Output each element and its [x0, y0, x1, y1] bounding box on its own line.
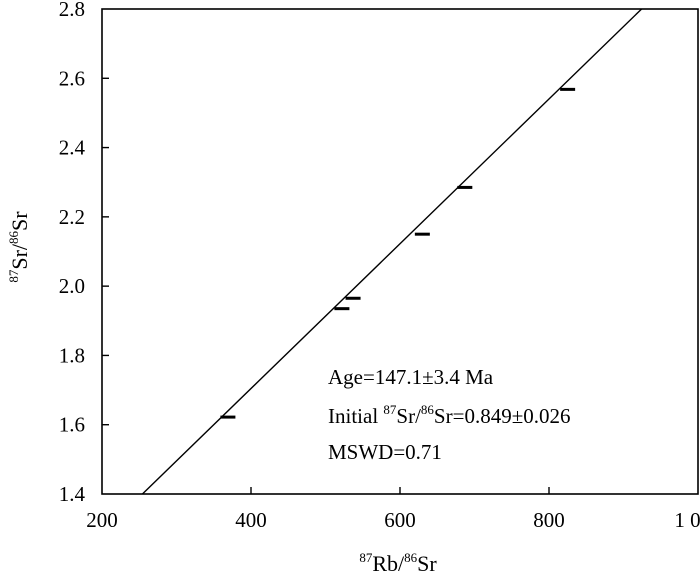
- data-point: [414, 232, 430, 236]
- y-tick-label: 2.0: [59, 274, 85, 298]
- y-tick-label: 2.8: [59, 0, 85, 21]
- data-point: [220, 415, 236, 419]
- data-point: [457, 185, 473, 189]
- y-tick-label: 1.8: [59, 343, 85, 367]
- x-axis-title-sup2: 86: [404, 550, 418, 565]
- plot-frame: [101, 8, 699, 495]
- x-axis-title-main2: Sr: [417, 551, 437, 576]
- annotation-age: Age=147.1±3.4 Ma: [328, 365, 494, 389]
- x-tick-label: 1 000: [674, 508, 700, 532]
- x-tick-label: 400: [235, 508, 267, 532]
- annotation-initial-main2: Sr=0.849±0.026: [434, 404, 571, 428]
- y-axis-title: 87Sr/86Sr: [6, 211, 32, 283]
- x-tick-label: 600: [384, 508, 416, 532]
- data-point: [560, 87, 576, 91]
- annotation-initial-main1: Sr/: [396, 404, 421, 428]
- y-axis-ticks: 1.4 1.6 1.8 2.0 2.2 2.4 2.6 2.8: [59, 0, 109, 506]
- data-point: [334, 307, 350, 311]
- y-tick-label: 2.4: [59, 136, 86, 160]
- y-axis-title-main1: Sr/: [7, 243, 32, 270]
- annotation-initial-ratio: Initial 87Sr/86Sr=0.849±0.026: [328, 402, 570, 428]
- isochron-line: [141, 8, 643, 495]
- data-points: [220, 87, 576, 419]
- y-axis-title-sup2: 86: [6, 230, 21, 244]
- data-point: [345, 296, 361, 300]
- x-axis-title-sup1: 87: [359, 550, 373, 565]
- y-tick-label: 2.2: [59, 205, 85, 229]
- annotation-mswd: MSWD=0.71: [328, 440, 442, 464]
- y-tick-label: 2.6: [59, 66, 85, 90]
- y-axis-title-sup1: 87: [6, 269, 21, 283]
- x-tick-label: 800: [533, 508, 565, 532]
- x-tick-label: 200: [86, 508, 118, 532]
- annotation-initial-sup1: 87: [383, 402, 397, 417]
- x-axis-ticks: 200 400 600 800 1 000: [86, 487, 700, 532]
- y-axis-title-main2: Sr: [7, 211, 32, 231]
- x-axis-title: 87Rb/86Sr: [359, 550, 437, 576]
- annotation-initial-sup2: 86: [421, 402, 435, 417]
- y-tick-label: 1.4: [59, 482, 86, 506]
- x-axis-title-main1: Rb/: [372, 551, 405, 576]
- y-tick-label: 1.6: [59, 413, 85, 437]
- annotation-initial-prefix: Initial: [328, 404, 383, 428]
